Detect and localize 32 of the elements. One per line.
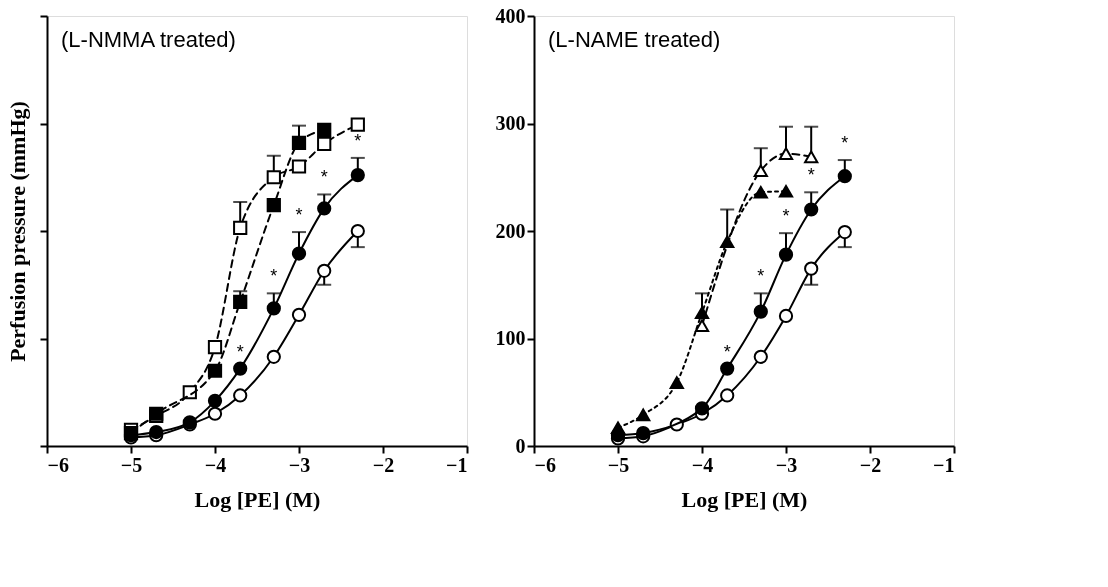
x-tick-label: −1	[446, 453, 468, 476]
annotation: *	[320, 167, 328, 188]
annotation: *	[841, 133, 849, 154]
x-tick-label: −2	[372, 453, 395, 476]
annotation: *	[807, 165, 815, 186]
y-tick-label: 400	[495, 4, 526, 27]
y-tick-label: 300	[495, 112, 526, 134]
annotation: *	[723, 341, 731, 362]
annotation: *	[270, 266, 278, 287]
x-tick-label: −3	[288, 453, 311, 476]
x-tick-label: −4	[691, 453, 714, 476]
x-tick-label: −3	[775, 453, 798, 476]
annotation: *	[782, 206, 790, 227]
x-tick-label: −6	[47, 453, 69, 476]
annotation: *	[236, 341, 244, 362]
y-tick-label: 0	[515, 434, 526, 457]
x-tick-label: −1	[933, 453, 955, 476]
x-tick-label: −4	[204, 453, 227, 476]
annotation: *	[354, 130, 362, 151]
y-tick-label: 200	[495, 219, 526, 242]
x-axis-title: Log [PE] (M)	[681, 486, 808, 512]
x-axis-title: Log [PE] (M)	[194, 486, 321, 512]
x-tick-label: −2	[859, 453, 882, 476]
x-tick-label: −5	[607, 453, 630, 476]
x-tick-label: −6	[534, 453, 556, 476]
x-tick-label: −5	[120, 453, 143, 476]
y-tick-label: 100	[495, 327, 526, 349]
text: (L-NMMA treated)	[61, 27, 236, 52]
text: (L-NAME treated)	[548, 27, 721, 52]
y-axis-title: Perfusion pressure (mmHg)	[4, 101, 30, 362]
annotation: *	[295, 205, 303, 226]
annotation: *	[757, 266, 765, 287]
